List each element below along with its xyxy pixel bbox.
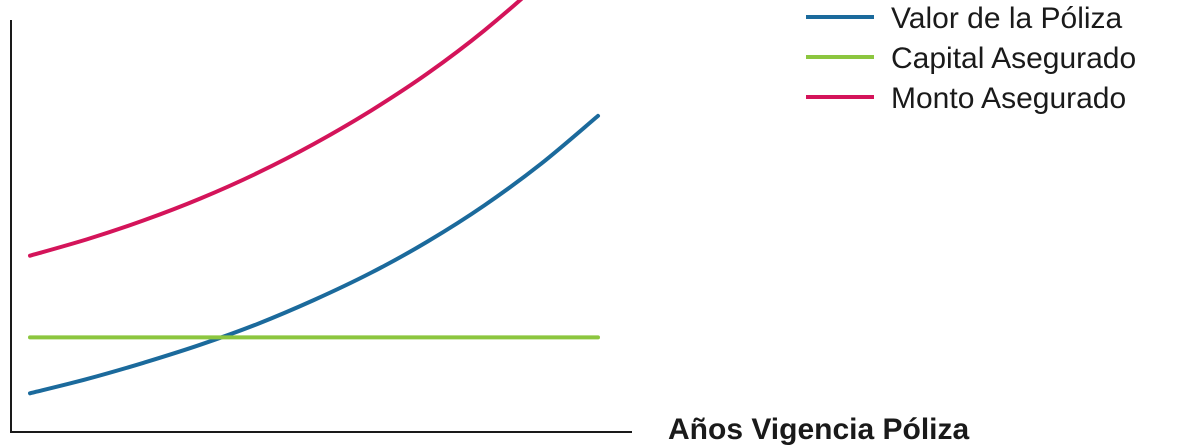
x-axis-title: Años Vigencia Póliza xyxy=(668,413,970,446)
series-line-1 xyxy=(28,113,600,396)
legend-label: Valor de la Póliza xyxy=(891,2,1123,35)
legend-label: Capital Asegurado xyxy=(891,42,1136,75)
legend-item-1: Valor de la Póliza xyxy=(806,2,1123,35)
series-lines xyxy=(28,0,600,396)
legend-label: Monto Asegurado xyxy=(891,82,1126,115)
series-line-3 xyxy=(28,0,524,258)
legend: Valor de la Póliza Capital Asegurado Monto… xyxy=(806,2,1136,115)
legend-item-3: Monto Asegurado xyxy=(806,82,1126,115)
legend-item-2: Capital Asegurado xyxy=(806,42,1136,75)
